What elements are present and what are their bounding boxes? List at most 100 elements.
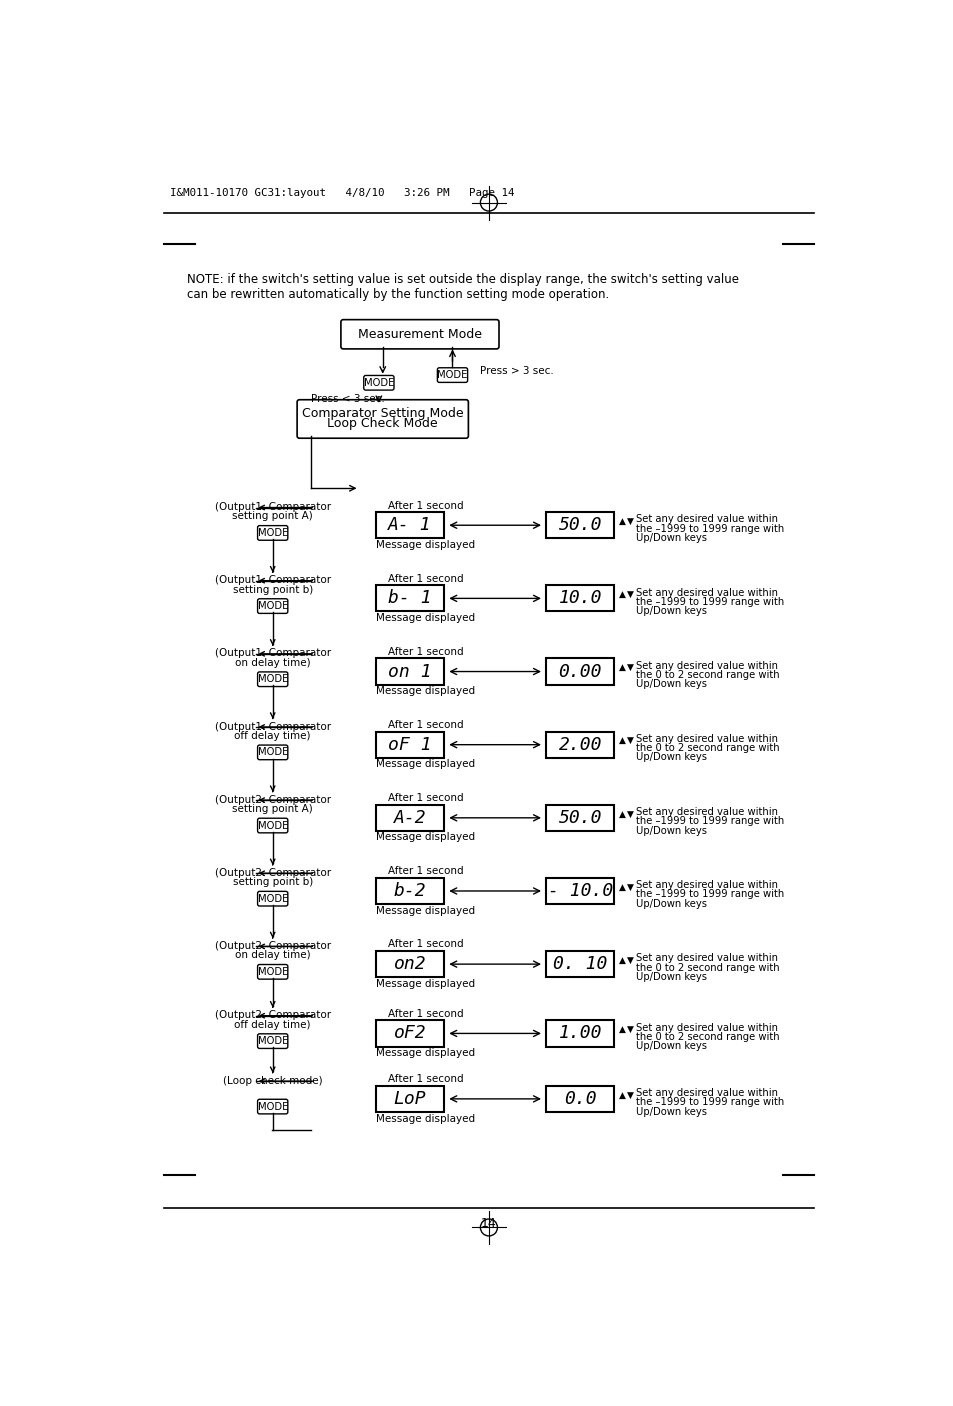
- Text: A- 1: A- 1: [388, 516, 431, 534]
- Text: ▼: ▼: [626, 517, 633, 526]
- Text: ▼: ▼: [626, 810, 633, 818]
- Text: Press < 3 sec.: Press < 3 sec.: [311, 394, 384, 405]
- Text: setting point b): setting point b): [233, 877, 313, 887]
- FancyBboxPatch shape: [375, 1085, 443, 1112]
- Text: the –1999 to 1999 range with: the –1999 to 1999 range with: [636, 596, 783, 607]
- Text: ▲: ▲: [618, 737, 625, 745]
- Text: After 1 second: After 1 second: [387, 1008, 463, 1019]
- Text: ▲: ▲: [618, 1091, 625, 1099]
- Text: the –1999 to 1999 range with: the –1999 to 1999 range with: [636, 523, 783, 534]
- Text: Message displayed: Message displayed: [375, 979, 475, 988]
- Text: MODE: MODE: [363, 378, 394, 388]
- Text: on delay time): on delay time): [234, 658, 310, 668]
- Text: Message displayed: Message displayed: [375, 686, 475, 696]
- Text: 0. 10: 0. 10: [553, 955, 607, 973]
- Text: 0.00: 0.00: [558, 662, 601, 681]
- Text: I&M011-10170 GC31:layout   4/8/10   3:26 PM   Page 14: I&M011-10170 GC31:layout 4/8/10 3:26 PM …: [170, 188, 514, 198]
- Text: Set any desired value within: Set any desired value within: [636, 880, 778, 890]
- Text: on 1: on 1: [388, 662, 431, 681]
- Text: Up/Down keys: Up/Down keys: [636, 1107, 706, 1116]
- Text: 0.0: 0.0: [563, 1090, 596, 1108]
- Text: Set any desired value within: Set any desired value within: [636, 588, 778, 598]
- Text: Up/Down keys: Up/Down keys: [636, 898, 706, 908]
- Text: (Loop check mode): (Loop check mode): [223, 1076, 322, 1087]
- Text: Set any desired value within: Set any desired value within: [636, 515, 778, 524]
- Text: Up/Down keys: Up/Down keys: [636, 752, 706, 762]
- FancyBboxPatch shape: [257, 599, 288, 613]
- Text: 14: 14: [480, 1218, 497, 1230]
- Text: ▼: ▼: [626, 664, 633, 672]
- Text: Set any desired value within: Set any desired value within: [636, 1022, 778, 1032]
- Text: Message displayed: Message displayed: [375, 905, 475, 915]
- Text: Up/Down keys: Up/Down keys: [636, 972, 706, 981]
- Text: (Output2. Comparator: (Output2. Comparator: [214, 1011, 331, 1021]
- Text: the –1999 to 1999 range with: the –1999 to 1999 range with: [636, 817, 783, 827]
- Text: Up/Down keys: Up/Down keys: [636, 825, 706, 835]
- Text: (Output1. Comparator: (Output1. Comparator: [214, 648, 331, 658]
- FancyBboxPatch shape: [363, 375, 394, 389]
- Text: After 1 second: After 1 second: [387, 647, 463, 657]
- Text: (Output2. Comparator: (Output2. Comparator: [214, 794, 331, 804]
- Text: Message displayed: Message displayed: [375, 832, 475, 842]
- Text: can be rewritten automatically by the function setting mode operation.: can be rewritten automatically by the fu…: [187, 288, 609, 301]
- Text: ▲: ▲: [618, 810, 625, 818]
- Text: (Output2. Comparator: (Output2. Comparator: [214, 868, 331, 877]
- Text: the 0 to 2 second range with: the 0 to 2 second range with: [636, 963, 779, 973]
- Text: Message displayed: Message displayed: [375, 1047, 475, 1059]
- FancyBboxPatch shape: [257, 818, 288, 832]
- FancyBboxPatch shape: [257, 891, 288, 905]
- Text: 1.00: 1.00: [558, 1025, 601, 1042]
- Text: the 0 to 2 second range with: the 0 to 2 second range with: [636, 671, 779, 681]
- Text: (Output1. Comparator: (Output1. Comparator: [214, 575, 331, 585]
- Text: MODE: MODE: [257, 527, 288, 538]
- Text: the –1999 to 1999 range with: the –1999 to 1999 range with: [636, 1097, 783, 1108]
- Text: off delay time): off delay time): [234, 1019, 311, 1029]
- Text: b-2: b-2: [394, 882, 426, 900]
- FancyBboxPatch shape: [257, 1099, 288, 1114]
- FancyBboxPatch shape: [375, 585, 443, 612]
- FancyBboxPatch shape: [296, 399, 468, 439]
- FancyBboxPatch shape: [257, 745, 288, 759]
- FancyBboxPatch shape: [340, 319, 498, 349]
- Text: Message displayed: Message displayed: [375, 759, 475, 769]
- Text: Set any desired value within: Set any desired value within: [636, 953, 778, 963]
- Text: off delay time): off delay time): [234, 731, 311, 741]
- Text: MODE: MODE: [257, 894, 288, 904]
- Text: (Output2. Comparator: (Output2. Comparator: [214, 941, 331, 950]
- Text: Up/Down keys: Up/Down keys: [636, 679, 706, 689]
- Text: MODE: MODE: [436, 370, 467, 380]
- Text: oF 1: oF 1: [388, 735, 431, 754]
- FancyBboxPatch shape: [546, 877, 614, 904]
- Text: Up/Down keys: Up/Down keys: [636, 1040, 706, 1052]
- Text: setting point A): setting point A): [233, 512, 313, 522]
- Text: ▼: ▼: [626, 737, 633, 745]
- Text: After 1 second: After 1 second: [387, 574, 463, 583]
- FancyBboxPatch shape: [257, 965, 288, 979]
- Text: Message displayed: Message displayed: [375, 613, 475, 623]
- Text: Set any desired value within: Set any desired value within: [636, 661, 778, 671]
- FancyBboxPatch shape: [375, 658, 443, 685]
- Text: ▲: ▲: [618, 664, 625, 672]
- FancyBboxPatch shape: [546, 512, 614, 538]
- Text: ▼: ▼: [626, 591, 633, 599]
- Text: Up/Down keys: Up/Down keys: [636, 533, 706, 543]
- Text: oF2: oF2: [394, 1025, 426, 1042]
- Text: MODE: MODE: [257, 1101, 288, 1112]
- Text: (Output1. Comparator: (Output1. Comparator: [214, 721, 331, 731]
- Text: MODE: MODE: [257, 675, 288, 685]
- Text: Comparator Setting Mode: Comparator Setting Mode: [301, 408, 463, 420]
- Text: Measurement Mode: Measurement Mode: [357, 328, 481, 340]
- Text: 10.0: 10.0: [558, 589, 601, 607]
- FancyBboxPatch shape: [375, 804, 443, 831]
- Text: the –1999 to 1999 range with: the –1999 to 1999 range with: [636, 890, 783, 900]
- Text: setting point b): setting point b): [233, 585, 313, 595]
- Text: 50.0: 50.0: [558, 516, 601, 534]
- FancyBboxPatch shape: [257, 672, 288, 686]
- Text: After 1 second: After 1 second: [387, 793, 463, 803]
- Text: ▲: ▲: [618, 591, 625, 599]
- Text: - 10.0: - 10.0: [547, 882, 613, 900]
- FancyBboxPatch shape: [546, 585, 614, 612]
- Text: ▲: ▲: [618, 956, 625, 965]
- Text: Set any desired value within: Set any desired value within: [636, 807, 778, 817]
- Text: MODE: MODE: [257, 602, 288, 612]
